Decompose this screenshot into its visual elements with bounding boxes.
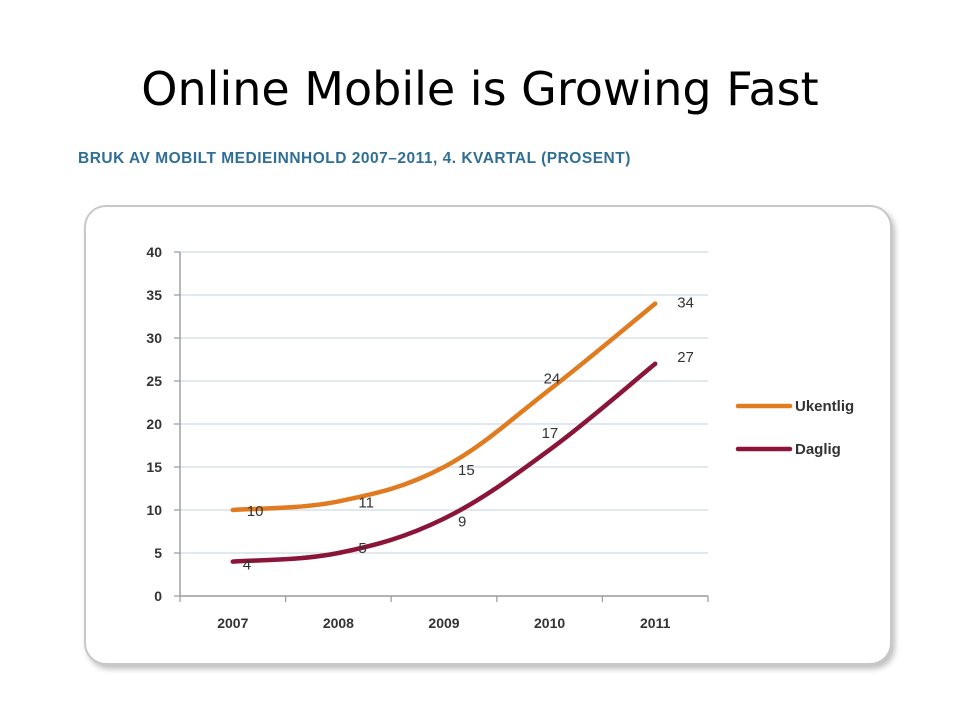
x-tick-label: 2010 <box>534 615 565 631</box>
legend: Ukentlig Daglig <box>735 398 854 458</box>
axes: 0 5 10 15 20 25 30 35 40 2007 2008 2009 2010 2011 <box>146 244 709 631</box>
data-label: 27 <box>677 349 694 366</box>
x-tick-label: 2007 <box>217 615 248 631</box>
y-tick-label: 15 <box>146 459 162 475</box>
series-line-daglig <box>230 361 658 564</box>
chart-title: BRUK AV MOBILT MEDIEINNHOLD 2007–2011, 4… <box>78 150 631 167</box>
data-labels: 10 11 15 24 34 4 5 9 17 27 <box>243 295 694 574</box>
data-label: 4 <box>243 557 251 574</box>
legend-label-daglig: Daglig <box>795 441 841 458</box>
data-label: 11 <box>358 494 374 511</box>
data-label: 17 <box>542 425 559 442</box>
x-tick-label: 2009 <box>428 615 459 631</box>
y-tick-label: 40 <box>146 244 162 260</box>
data-label: 5 <box>358 540 366 557</box>
data-label: 10 <box>247 503 264 520</box>
x-tick-label: 2008 <box>323 615 354 631</box>
series-line-ukentlig <box>230 301 658 513</box>
y-tick-label: 0 <box>154 588 162 604</box>
data-label: 24 <box>544 371 561 388</box>
y-tick-label: 20 <box>146 416 162 432</box>
data-label: 15 <box>458 462 475 479</box>
series-lines <box>230 301 658 564</box>
data-label: 9 <box>458 514 466 531</box>
y-tick-label: 25 <box>146 373 162 389</box>
x-tick-label: 2011 <box>640 615 671 631</box>
y-tick-label: 5 <box>154 545 162 561</box>
y-tick-label: 30 <box>146 330 162 346</box>
data-label: 34 <box>677 295 694 312</box>
slide-title: Online Mobile is Growing Fast <box>141 62 819 116</box>
y-tick-label: 35 <box>146 287 162 303</box>
legend-label-ukentlig: Ukentlig <box>795 398 854 415</box>
chart-frame <box>84 205 892 665</box>
y-tick-label: 10 <box>146 502 162 518</box>
